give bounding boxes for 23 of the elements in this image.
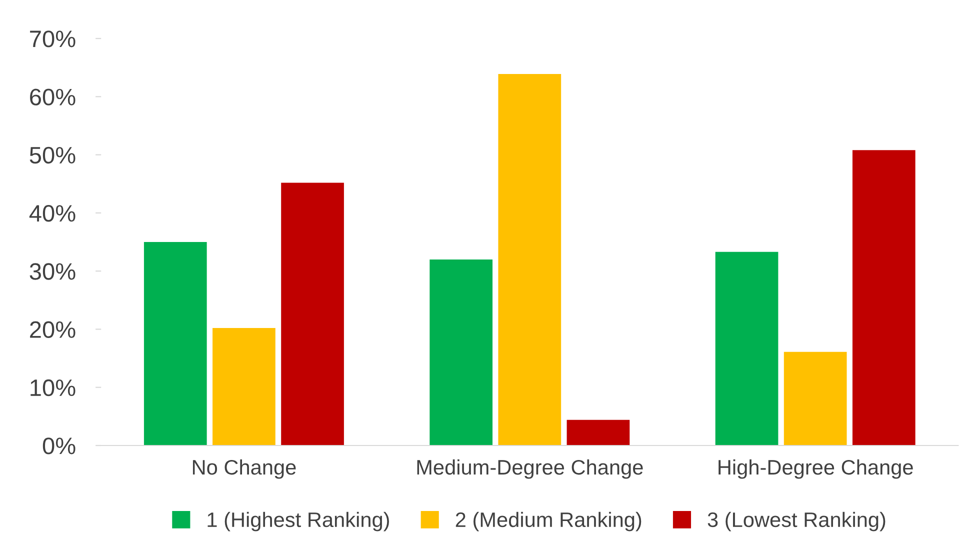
bar [281, 182, 344, 446]
bar [144, 242, 207, 446]
y-tick-label: 10% [30, 379, 76, 396]
x-tick-label: No Change [192, 459, 296, 479]
bar [715, 252, 778, 446]
y-tick-label: 40% [29, 204, 76, 222]
bar [566, 420, 630, 446]
y-tick-label: 0% [42, 438, 76, 454]
bar [212, 328, 276, 446]
y-tick-label: 50% [30, 146, 76, 164]
bar [498, 74, 562, 446]
x-tick-label: High-Degree Change [718, 459, 913, 479]
y-tick-label: 70% [30, 30, 76, 48]
y-tick-label: 30% [30, 263, 76, 280]
legend-label: 3 (Lowest Ranking) [708, 512, 886, 532]
bar [784, 352, 847, 446]
bar [852, 150, 916, 446]
y-tick-label: 60% [30, 88, 76, 106]
y-tick-label: 20% [30, 321, 76, 338]
bar [430, 259, 493, 446]
legend-label: 2 (Medium Ranking) [456, 512, 642, 532]
x-tick-label: Medium-Degree Change [417, 459, 643, 479]
legend-label: 1 (Highest Ranking) [208, 512, 389, 532]
